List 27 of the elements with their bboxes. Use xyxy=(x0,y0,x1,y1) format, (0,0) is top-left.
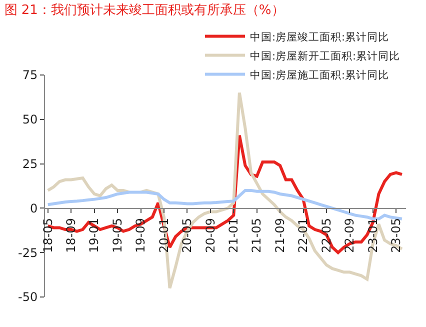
y-tick-label: 25 xyxy=(22,157,38,171)
y-tick-label: 75 xyxy=(22,68,38,82)
x-tick-label: 21-01 xyxy=(226,218,241,253)
x-tick-label: 19-05 xyxy=(110,218,124,253)
x-tick-label: 18-09 xyxy=(64,218,78,253)
x-tick-label: 22-05 xyxy=(319,218,334,253)
legend-label: 中国:房屋施工面积:累计同比 xyxy=(250,68,390,82)
legend-label: 中国:房屋新开工面积:累计同比 xyxy=(250,49,400,62)
y-tick-label: -25 xyxy=(18,246,38,260)
y-tick-label: 0 xyxy=(30,201,38,216)
x-tick-label: 22-01 xyxy=(296,218,310,253)
x-tick-label: 20-09 xyxy=(203,218,218,253)
x-tick-label: 21-05 xyxy=(250,218,264,253)
x-tick-label: 19-01 xyxy=(87,218,102,253)
x-tick-label: 23-01 xyxy=(366,218,380,253)
x-tick-label: 23-05 xyxy=(389,218,404,253)
x-tick-label: 20-01 xyxy=(156,218,171,253)
chart-title: 图 21：我们预计未来竣工面积或有所承压（%） xyxy=(4,3,284,18)
x-tick-label: 21-09 xyxy=(272,218,287,253)
x-tick-label: 19-09 xyxy=(134,218,148,253)
y-tick-label: -50 xyxy=(18,290,38,304)
x-tick-label: 18-05 xyxy=(40,218,55,253)
line-series xyxy=(46,188,404,220)
x-tick-label: 22-09 xyxy=(342,218,357,253)
x-tick-label: 20-05 xyxy=(180,218,194,253)
legend-label: 中国:房屋竣工面积:累计同比 xyxy=(250,30,390,44)
y-tick-label: 50 xyxy=(22,112,38,127)
